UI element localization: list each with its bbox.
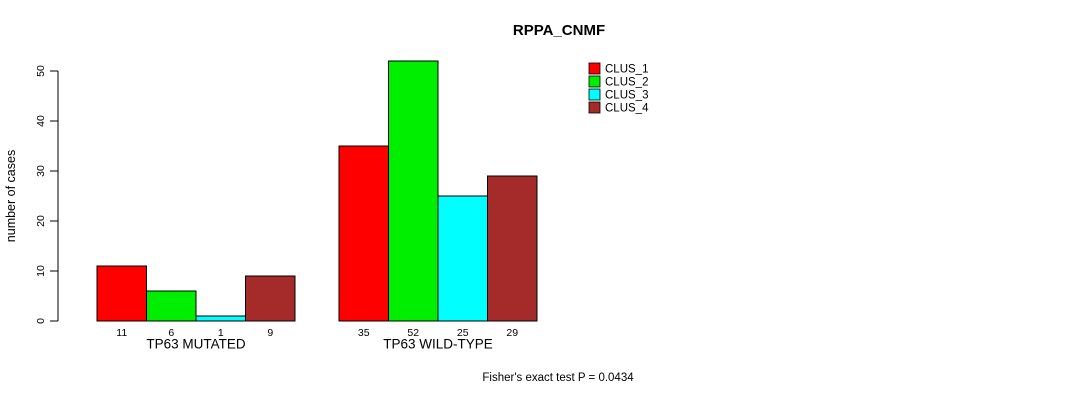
pvalue-annotation: Fisher's exact test P = 0.0434 [482, 372, 634, 384]
y-tick-label: 20 [35, 215, 47, 227]
bar-clus_1-group1 [96, 265, 147, 322]
chart-title: RPPA_CNMF [512, 22, 606, 39]
bar-value-label: 35 [358, 327, 370, 339]
bar-value-label: 9 [267, 327, 273, 339]
y-tick-label: 40 [35, 115, 47, 127]
y-tick-label: 50 [35, 65, 47, 77]
legend-label-clus_3: CLUS_3 [605, 90, 648, 102]
bar-clus_1-group2 [338, 145, 389, 322]
bar-clus_4-group1 [245, 275, 296, 322]
legend-label-clus_1: CLUS_1 [605, 64, 648, 76]
legend-swatch-clus_4 [588, 101, 601, 114]
y-tick-label: 0 [35, 318, 47, 324]
legend-swatch-clus_2 [588, 75, 601, 88]
y-tick-label: 30 [35, 165, 47, 177]
bar-value-label: 29 [506, 327, 518, 339]
bar-clus_3-group2 [437, 195, 488, 322]
y-axis-label: number of cases [4, 149, 18, 243]
bar-value-label: 52 [407, 327, 419, 339]
bar-clus_4-group2 [487, 175, 538, 322]
legend-label-clus_4: CLUS_4 [605, 103, 649, 115]
legend-swatch-clus_3 [588, 88, 601, 101]
bar-clus_3-group1 [195, 315, 246, 322]
x-category-label: TP63 MUTATED [146, 337, 246, 352]
bar-clus_2-group2 [388, 60, 439, 322]
y-tick-label: 10 [35, 265, 47, 277]
legend-label-clus_2: CLUS_2 [605, 77, 648, 89]
x-category-label: TP63 WILD-TYPE [383, 337, 493, 352]
bar-value-label: 6 [168, 327, 174, 339]
bar-value-label: 25 [457, 327, 469, 339]
legend-swatch-clus_1 [588, 62, 601, 75]
bar-clus_2-group1 [146, 290, 197, 322]
bar-value-label: 11 [116, 327, 127, 339]
bar-value-label: 1 [218, 327, 224, 339]
